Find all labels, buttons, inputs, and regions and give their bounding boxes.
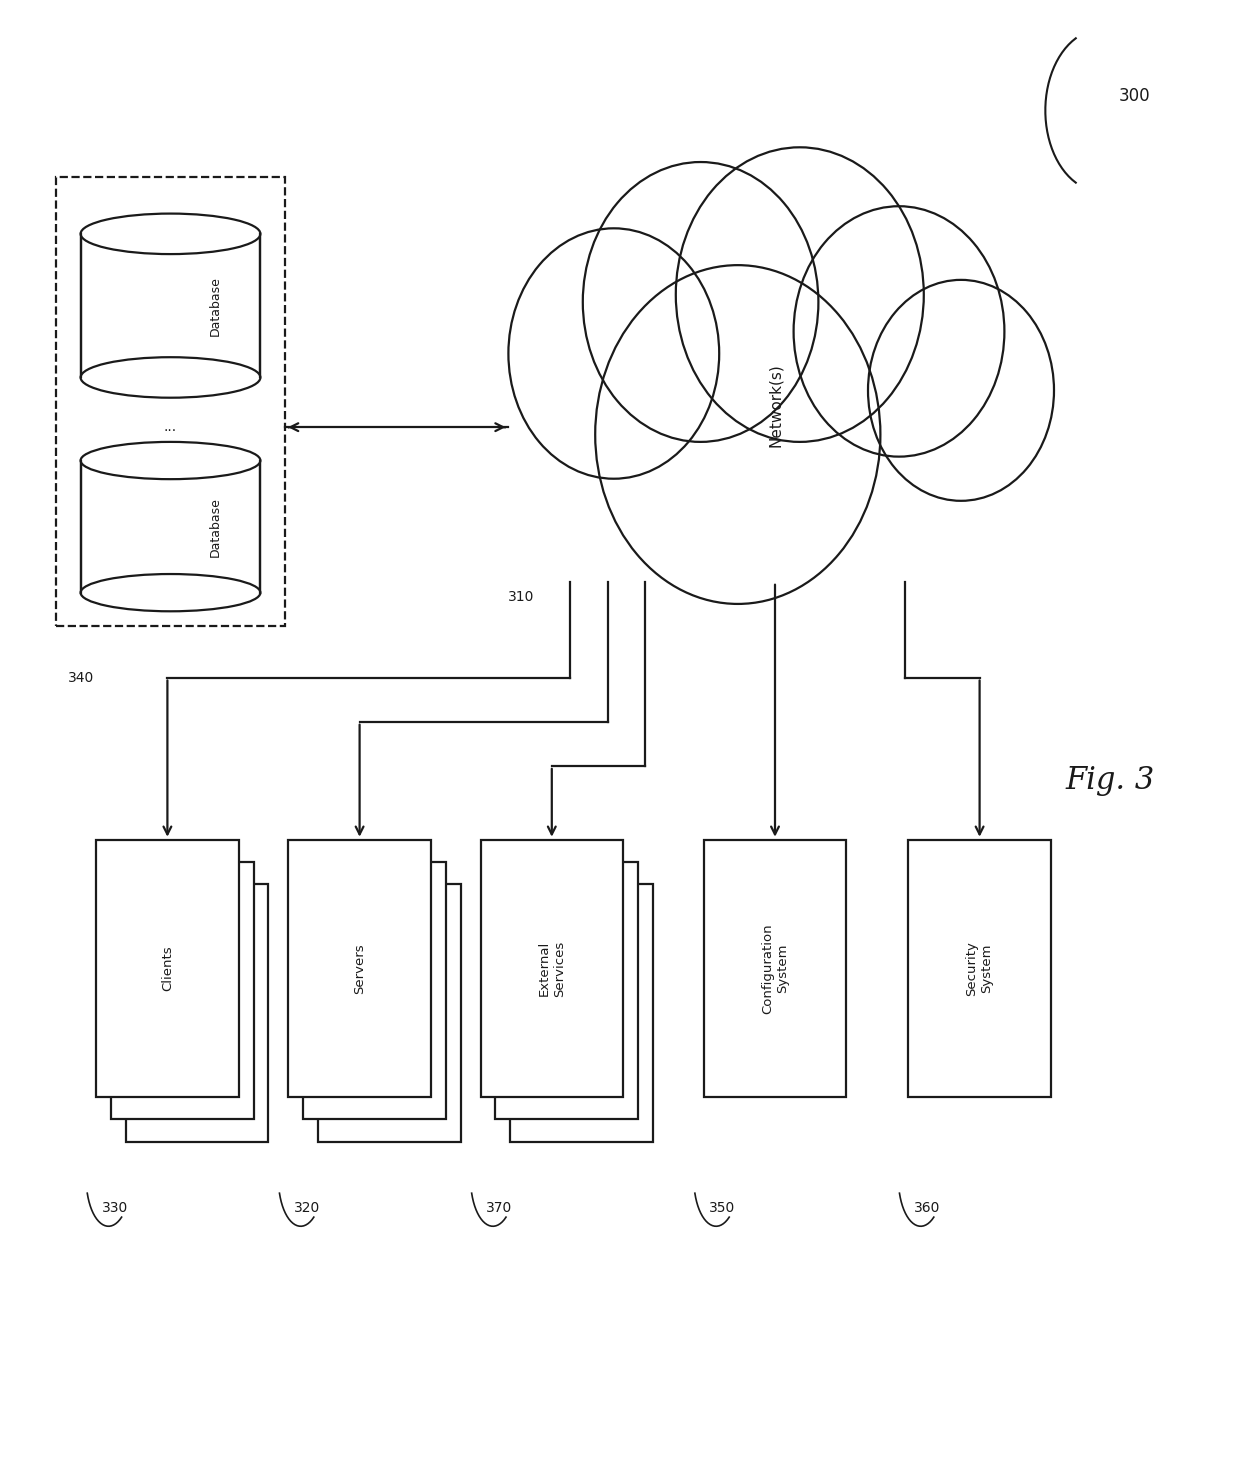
FancyBboxPatch shape — [97, 840, 238, 1097]
FancyBboxPatch shape — [496, 862, 639, 1119]
FancyBboxPatch shape — [481, 840, 624, 1097]
Ellipse shape — [81, 574, 260, 611]
Circle shape — [595, 265, 880, 604]
FancyBboxPatch shape — [126, 884, 269, 1142]
Text: Servers: Servers — [353, 943, 366, 994]
Text: Security
System: Security System — [966, 941, 993, 996]
Text: Network(s): Network(s) — [768, 364, 782, 446]
Text: 300: 300 — [1118, 87, 1151, 105]
Ellipse shape — [81, 356, 260, 398]
FancyBboxPatch shape — [112, 862, 254, 1119]
Text: Database: Database — [210, 275, 222, 336]
FancyBboxPatch shape — [511, 884, 653, 1142]
Circle shape — [676, 147, 924, 442]
Circle shape — [868, 280, 1054, 501]
Text: 360: 360 — [914, 1200, 940, 1215]
FancyBboxPatch shape — [56, 177, 285, 626]
Text: ...: ... — [164, 420, 177, 435]
Text: Database: Database — [210, 496, 222, 557]
Circle shape — [583, 162, 818, 442]
Text: External
Services: External Services — [538, 940, 565, 997]
FancyBboxPatch shape — [317, 884, 461, 1142]
Text: 340: 340 — [68, 670, 94, 685]
FancyBboxPatch shape — [288, 840, 432, 1097]
FancyBboxPatch shape — [908, 840, 1052, 1097]
Ellipse shape — [81, 214, 260, 255]
Text: 310: 310 — [507, 589, 534, 604]
Text: 350: 350 — [709, 1200, 735, 1215]
Circle shape — [508, 228, 719, 479]
Text: Fig. 3: Fig. 3 — [1065, 764, 1154, 797]
FancyBboxPatch shape — [81, 461, 260, 592]
Text: 370: 370 — [486, 1200, 512, 1215]
Text: Configuration
System: Configuration System — [761, 924, 789, 1013]
FancyBboxPatch shape — [303, 862, 446, 1119]
Text: 330: 330 — [102, 1200, 128, 1215]
FancyBboxPatch shape — [704, 840, 846, 1097]
Text: 320: 320 — [294, 1200, 320, 1215]
Circle shape — [794, 206, 1004, 457]
FancyBboxPatch shape — [81, 234, 260, 377]
Text: Clients: Clients — [161, 946, 174, 991]
Ellipse shape — [81, 442, 260, 479]
